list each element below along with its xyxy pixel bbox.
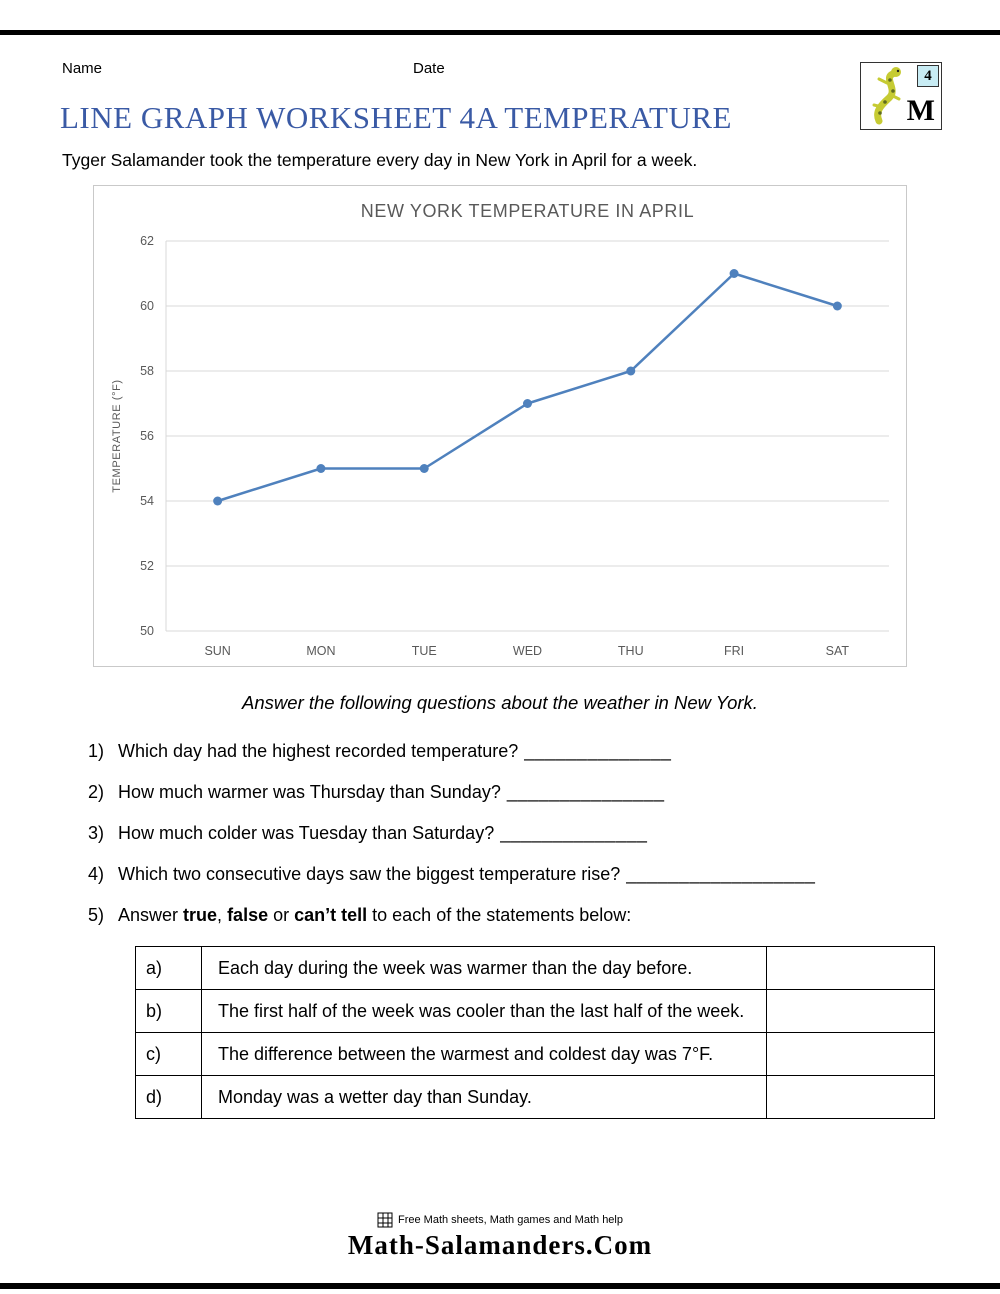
letter-cell: b): [135, 989, 202, 1033]
svg-text:NEW YORK TEMPERATURE IN APRIL: NEW YORK TEMPERATURE IN APRIL: [361, 201, 694, 221]
question-text: Which two consecutive days saw the bigge…: [118, 864, 621, 884]
letter-cell: d): [135, 1075, 202, 1119]
answer-cell: [766, 946, 935, 990]
svg-text:SAT: SAT: [826, 644, 850, 658]
answer-blank: __________________: [626, 864, 816, 884]
option-true: true: [183, 905, 218, 925]
letter-cell: a): [135, 946, 202, 990]
question-number: 5): [88, 905, 105, 925]
svg-text:62: 62: [140, 234, 154, 248]
statement-cell: The difference between the warmest and c…: [201, 1032, 767, 1076]
page-title: LINE GRAPH WORKSHEET 4A TEMPERATURE: [60, 100, 732, 135]
svg-text:58: 58: [140, 364, 154, 378]
salamander-icon: [872, 67, 901, 125]
math-salamanders-logo: 4 M: [860, 62, 942, 130]
question-number: 2): [88, 782, 105, 802]
letter-cell: c): [135, 1032, 202, 1076]
question-text: Answer true, false or can’t tell to each…: [118, 905, 632, 925]
svg-text:MON: MON: [306, 644, 335, 658]
answer-cell: [766, 1075, 935, 1119]
name-label: Name: [62, 60, 103, 77]
svg-text:TEMPERATURE (°F): TEMPERATURE (°F): [111, 379, 123, 492]
svg-text:52: 52: [140, 559, 154, 573]
question-text: Which day had the highest recorded tempe…: [118, 741, 519, 761]
question-item-2: 2) How much warmer was Thursday than Sund…: [88, 781, 948, 803]
questions-list: 1) Which day had the highest recorded tem…: [88, 740, 948, 945]
answer-blank: _______________: [506, 782, 665, 802]
statement-cell: Monday was a wetter day than Sunday.: [201, 1075, 767, 1119]
svg-text:56: 56: [140, 429, 154, 443]
svg-text:WED: WED: [513, 644, 542, 658]
intro-text: Tyger Salamander took the temperature ev…: [62, 150, 698, 170]
svg-text:THU: THU: [618, 644, 644, 658]
svg-text:TUE: TUE: [412, 644, 437, 658]
footer-tagline: Free Math sheets, Math games and Math he…: [397, 1214, 623, 1226]
temperature-line-chart: 50 52 54 56 58 60 62 SUN MON TUE WED THU FRI SAT NEW Y…: [111, 201, 889, 658]
table-row: c) The difference between the warmest an…: [135, 1032, 935, 1076]
instruction-text: Answer the following questions about the…: [242, 692, 758, 713]
statement-cell: Each day during the week was warmer than…: [201, 946, 767, 990]
answer-cell: [766, 1032, 935, 1076]
option-false: false: [227, 905, 269, 925]
table-row: a) Each day during the week was warmer t…: [135, 946, 935, 990]
table-row: b) The first half of the week was cooler…: [135, 989, 935, 1033]
date-label: Date: [413, 60, 445, 77]
svg-text:FRI: FRI: [724, 644, 744, 658]
svg-text:50: 50: [140, 624, 154, 638]
footer: Free Math sheets, Math games and Math he…: [0, 1212, 1000, 1261]
answer-cell: [766, 989, 935, 1033]
question-item-4: 4) Which two consecutive days saw the big…: [88, 863, 948, 885]
question-text: How much warmer was Thursday than Sunday…: [118, 782, 501, 802]
question-item-3: 3) How much colder was Tuesday than Satur…: [88, 822, 948, 844]
question-number: 1): [88, 741, 105, 761]
question-number: 3): [88, 823, 105, 843]
statement-cell: The first half of the week was cooler th…: [201, 989, 767, 1033]
question-text: How much colder was Tuesday than Saturda…: [118, 823, 495, 843]
option-cant-tell: can’t tell: [294, 905, 368, 925]
answer-blank: ______________: [524, 741, 672, 761]
math-grid-icon: [377, 1212, 393, 1228]
svg-text:54: 54: [140, 494, 154, 508]
question-number: 4): [88, 864, 105, 884]
table-row: d) Monday was a wetter day than Sunday.: [135, 1075, 935, 1119]
question-item-5: 5) Answer true, false or can’t tell to ea…: [88, 904, 948, 926]
statements-table: a) Each day during the week was warmer t…: [135, 946, 935, 1119]
chart-container: 50 52 54 56 58 60 62 SUN MON TUE WED THU FRI SAT NEW Y…: [93, 185, 907, 667]
logo-letter: M: [906, 94, 935, 127]
answer-blank: ______________: [500, 823, 648, 843]
site-name: Math-Salamanders.Com: [347, 1230, 653, 1260]
svg-text:60: 60: [140, 299, 154, 313]
grade-badge: 4: [917, 65, 939, 87]
top-rule: [0, 30, 1000, 35]
bottom-rule: [0, 1283, 1000, 1289]
svg-text:SUN: SUN: [204, 644, 230, 658]
question-item-1: 1) Which day had the highest recorded tem…: [88, 740, 948, 762]
